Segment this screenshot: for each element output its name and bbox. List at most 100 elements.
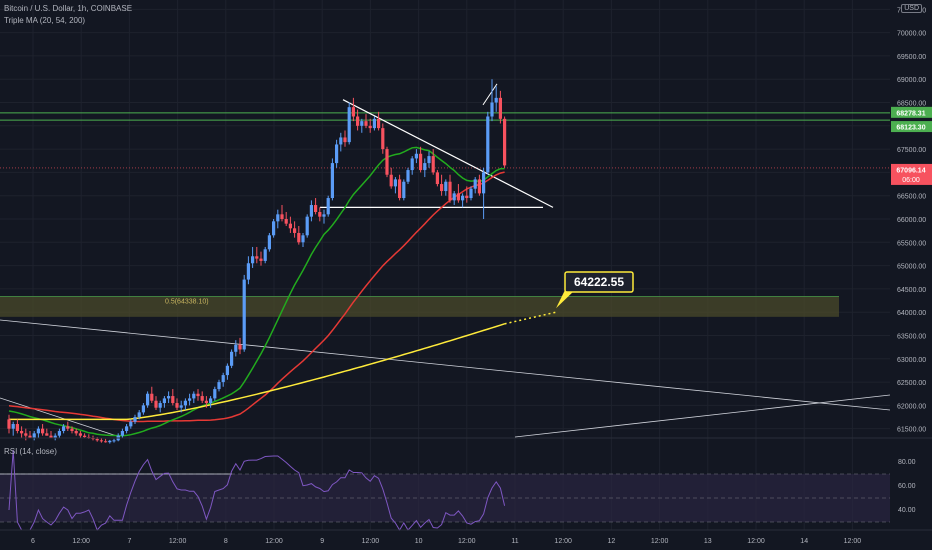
candle-body: [351, 107, 355, 117]
time-tick-label: 13: [704, 538, 712, 545]
candle-body: [393, 179, 397, 187]
time-tick-label: 12: [608, 538, 616, 545]
time-tick-label: 12:00: [747, 538, 765, 545]
candle-body: [41, 428, 45, 434]
price-tick-label: 67500.00: [897, 147, 926, 154]
price-tick-label: 66000.00: [897, 217, 926, 224]
time-tick-label: 6: [31, 538, 35, 545]
candle-body: [385, 149, 389, 175]
candle-body: [494, 97, 498, 103]
candle-body: [175, 403, 179, 408]
time-tick-label: 12:00: [169, 538, 187, 545]
candle-body: [444, 181, 448, 192]
price-tick-label: 69500.00: [897, 54, 926, 61]
rsi-pane: [0, 437, 932, 531]
candle-body: [204, 400, 208, 404]
price-tag-time: 06:00: [902, 177, 920, 184]
candle-body: [301, 235, 305, 243]
candle-body: [53, 435, 57, 438]
price-tag: [891, 163, 932, 185]
rsi-line: [8, 449, 506, 531]
price-tag-value: 68123.30: [896, 125, 925, 132]
drawing-tools: 0.5(64338.10): [0, 83, 891, 438]
target-callout: [564, 271, 634, 293]
candle-body: [213, 389, 217, 399]
candle-body: [15, 424, 19, 432]
time-tick-label: 12:00: [651, 538, 669, 545]
candle-body: [137, 412, 141, 418]
candle-body: [11, 424, 15, 429]
candle-body: [192, 393, 196, 399]
candle-body: [179, 405, 183, 408]
candle-body: [259, 258, 263, 261]
candle-body: [490, 102, 494, 117]
price-tick-label: 64000.00: [897, 310, 926, 317]
candle-body: [477, 179, 481, 194]
candle-body: [356, 116, 360, 126]
time-tick-label: 11: [511, 538, 518, 545]
candle-body: [154, 400, 158, 408]
candle-body: [183, 400, 187, 406]
candle-body: [330, 163, 334, 199]
candle-body: [171, 396, 175, 404]
grid-lines: [0, 0, 890, 530]
price-tag-value: 68278.31: [896, 110, 925, 117]
price-tick-label: 66500.00: [897, 194, 926, 201]
candle-body: [402, 181, 406, 199]
triangle-upper: [342, 99, 554, 208]
time-tick-label: 12:00: [265, 538, 283, 545]
candle-body: [146, 393, 150, 406]
fib-label: 0.5(64338.10): [165, 298, 209, 305]
target-value: 64222.55: [574, 275, 624, 289]
price-tick-label: 62000.00: [897, 403, 926, 410]
candle-body: [158, 403, 162, 408]
candle-body: [498, 97, 502, 119]
candle-body: [20, 431, 24, 434]
candle-body: [238, 344, 242, 350]
rsi-tick-label: 60.00: [898, 483, 916, 490]
candle-body: [431, 156, 435, 173]
candle-body: [32, 433, 36, 438]
currency-badge[interactable]: USD: [901, 4, 922, 13]
candle-body: [389, 174, 393, 187]
candle-body: [364, 121, 368, 126]
candle-body: [125, 426, 129, 432]
candle-body: [423, 163, 427, 171]
price-tick-label: 68500.00: [897, 101, 926, 108]
candle-body: [225, 365, 229, 376]
symbol-title: Bitcoin / U.S. Dollar, 1h, COINBASE: [4, 4, 133, 13]
candle-body: [57, 431, 61, 436]
candle-body: [276, 214, 280, 222]
time-tick-label: 14: [800, 538, 808, 545]
candle-body: [141, 405, 145, 413]
candle-body: [209, 398, 213, 404]
candle-body: [99, 440, 103, 442]
candle-body: [251, 256, 255, 264]
candle-body: [381, 128, 385, 150]
candle-body: [95, 438, 99, 441]
price-tag: [891, 121, 932, 133]
price-tick-label: 63500.00: [897, 333, 926, 340]
candle-body: [28, 435, 32, 438]
candle-body: [112, 440, 116, 442]
candle-body: [36, 428, 40, 434]
price-tick-label: 63000.00: [897, 357, 926, 364]
price-tick-label: 62500.00: [897, 380, 926, 387]
candle-body: [70, 428, 74, 432]
rsi-title: RSI (14, close): [4, 447, 57, 456]
candle-body: [284, 219, 288, 224]
rsi-tick-label: 40.00: [898, 507, 916, 514]
trendline-up: [514, 394, 891, 438]
candle-body: [246, 263, 250, 280]
candle-body: [486, 116, 490, 173]
candle-body: [74, 431, 78, 434]
candle-body: [347, 107, 351, 143]
candle-body: [318, 212, 322, 217]
candle-body: [448, 181, 452, 201]
candle-body: [452, 193, 456, 201]
candle-body: [326, 198, 330, 215]
candle-body: [129, 421, 133, 427]
price-tag-value: 67096.14: [896, 167, 925, 174]
price-tick-label: 64500.00: [897, 287, 926, 294]
